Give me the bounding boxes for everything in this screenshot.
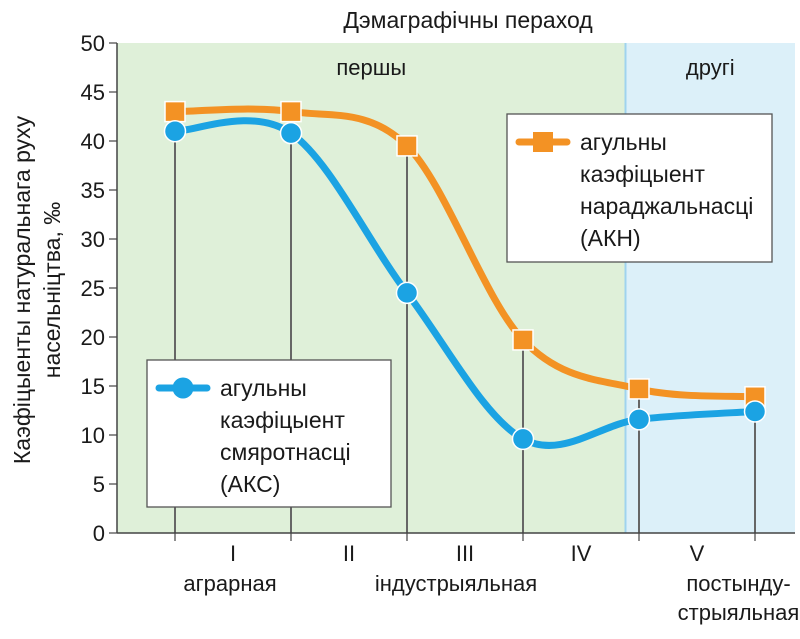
chart-title: Дэмаграфічны пераход <box>343 7 593 33</box>
y-tick-label-10: 10 <box>81 423 105 448</box>
y-tick-label-5: 5 <box>93 472 105 497</box>
stage-name-2-line-1: індустрыяльная <box>375 571 537 596</box>
stage-numeral-4: IV <box>571 541 592 566</box>
series-1-point-3 <box>396 135 418 157</box>
stage-numeral-2: II <box>343 541 355 566</box>
legend-1-text-line-2: каэфіцыент <box>580 161 705 187</box>
y-axis-label-line-2: насельніцтва, ‰ <box>39 202 65 378</box>
y-tick-label-0: 0 <box>93 521 105 546</box>
y-axis-label-line-1: Каэфіцыенты натуральнага руху <box>9 115 35 464</box>
series-2-point-6 <box>743 400 767 423</box>
y-tick-label-50: 50 <box>81 31 105 56</box>
y-tick-label-25: 25 <box>81 276 105 301</box>
legend-2-text-line-2: каэфіцыент <box>220 407 345 433</box>
series-2-point-1 <box>163 119 187 143</box>
series-1-point-1 <box>164 100 186 123</box>
legend-2-text-line-1: агульны <box>220 375 307 401</box>
stage-numeral-1: I <box>230 541 236 566</box>
legend-1-text-line-1: агульны <box>580 129 667 155</box>
legend-2-text-line-4: (АКС) <box>220 471 280 497</box>
legend-swatch-marker-1 <box>533 132 553 152</box>
series-2-point-4 <box>511 427 535 451</box>
y-tick-label-40: 40 <box>81 129 105 154</box>
series-2-point-5 <box>627 408 651 431</box>
phase-label-1: першы <box>336 55 406 80</box>
y-tick-label-15: 15 <box>81 374 105 399</box>
y-tick-label-20: 20 <box>81 325 105 350</box>
legend-1-text-line-3: нараджальнасці <box>580 193 753 219</box>
y-tick-label-35: 35 <box>81 178 105 203</box>
stage-name-3-line-1: постынду- <box>686 571 790 596</box>
legend-1-text-line-4: (АКН) <box>580 225 641 251</box>
series-2-point-2 <box>279 121 303 145</box>
stage-numeral-3: III <box>456 541 474 566</box>
y-tick-label-30: 30 <box>81 227 105 252</box>
series-2-point-3 <box>395 281 419 305</box>
series-1-point-2 <box>280 100 302 123</box>
stage-name-1-line-1: аграрная <box>183 571 276 596</box>
series-1-point-5 <box>628 378 650 400</box>
stage-numeral-5: V <box>690 541 705 566</box>
legend-swatch-marker-2 <box>172 377 194 399</box>
legend-2-text-line-3: смяротнасці <box>220 439 351 465</box>
y-tick-label-45: 45 <box>81 80 105 105</box>
series-1-point-4 <box>512 329 534 351</box>
stage-name-3-line-2: стрыяльная <box>678 600 800 625</box>
phase-label-2: другі <box>686 55 735 80</box>
